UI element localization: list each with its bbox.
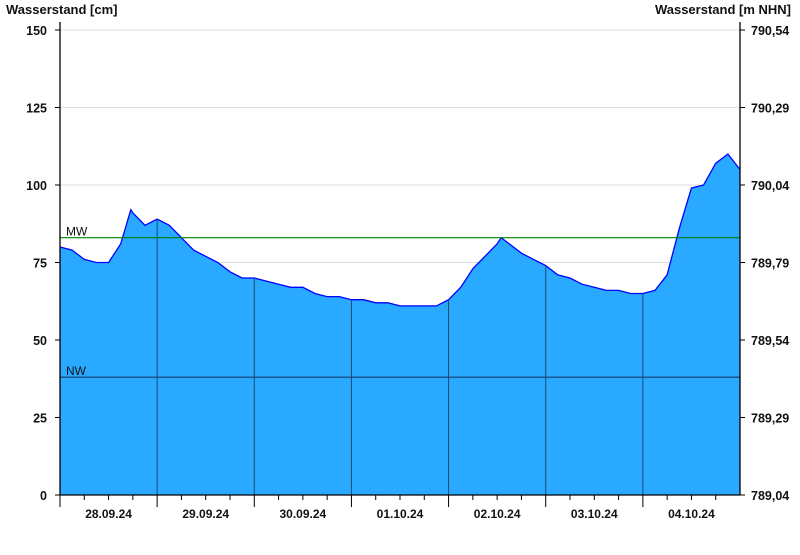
- right-tick-label: 789,79: [751, 257, 789, 271]
- left-tick-label: 150: [26, 24, 47, 38]
- ref-label-mw: MW: [66, 225, 88, 239]
- left-axis-title: Wasserstand [cm]: [6, 2, 118, 17]
- left-tick-label: 100: [26, 179, 47, 193]
- left-tick-label: 0: [40, 489, 47, 503]
- date-label: 29.09.24: [182, 507, 229, 521]
- right-tick-label: 790,54: [751, 24, 789, 38]
- right-tick-label: 790,29: [751, 102, 789, 116]
- water-level-line: [59, 153, 741, 307]
- date-label: 28.09.24: [85, 507, 132, 521]
- left-tick-label: 25: [33, 412, 47, 426]
- date-label: 03.10.24: [571, 507, 618, 521]
- date-label: 01.10.24: [377, 507, 424, 521]
- date-label: 04.10.24: [668, 507, 715, 521]
- right-tick-label: 789,04: [751, 489, 789, 503]
- right-tick-label: 789,29: [751, 412, 789, 426]
- date-label: 30.09.24: [279, 507, 326, 521]
- ref-label-nw: NW: [66, 364, 87, 378]
- date-label: 02.10.24: [474, 507, 521, 521]
- right-tick-label: 789,54: [751, 334, 789, 348]
- right-tick-label: 790,04: [751, 179, 789, 193]
- left-tick-label: 50: [33, 334, 47, 348]
- right-axis-title: Wasserstand [m NHN]: [655, 2, 791, 17]
- water-level-area: [60, 154, 740, 495]
- left-tick-label: 125: [26, 102, 47, 116]
- left-tick-label: 75: [33, 257, 47, 271]
